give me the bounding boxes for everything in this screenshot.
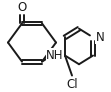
Text: Cl: Cl [66,78,78,91]
Text: NH: NH [46,49,64,62]
Text: N: N [96,31,105,44]
Text: O: O [17,1,27,14]
